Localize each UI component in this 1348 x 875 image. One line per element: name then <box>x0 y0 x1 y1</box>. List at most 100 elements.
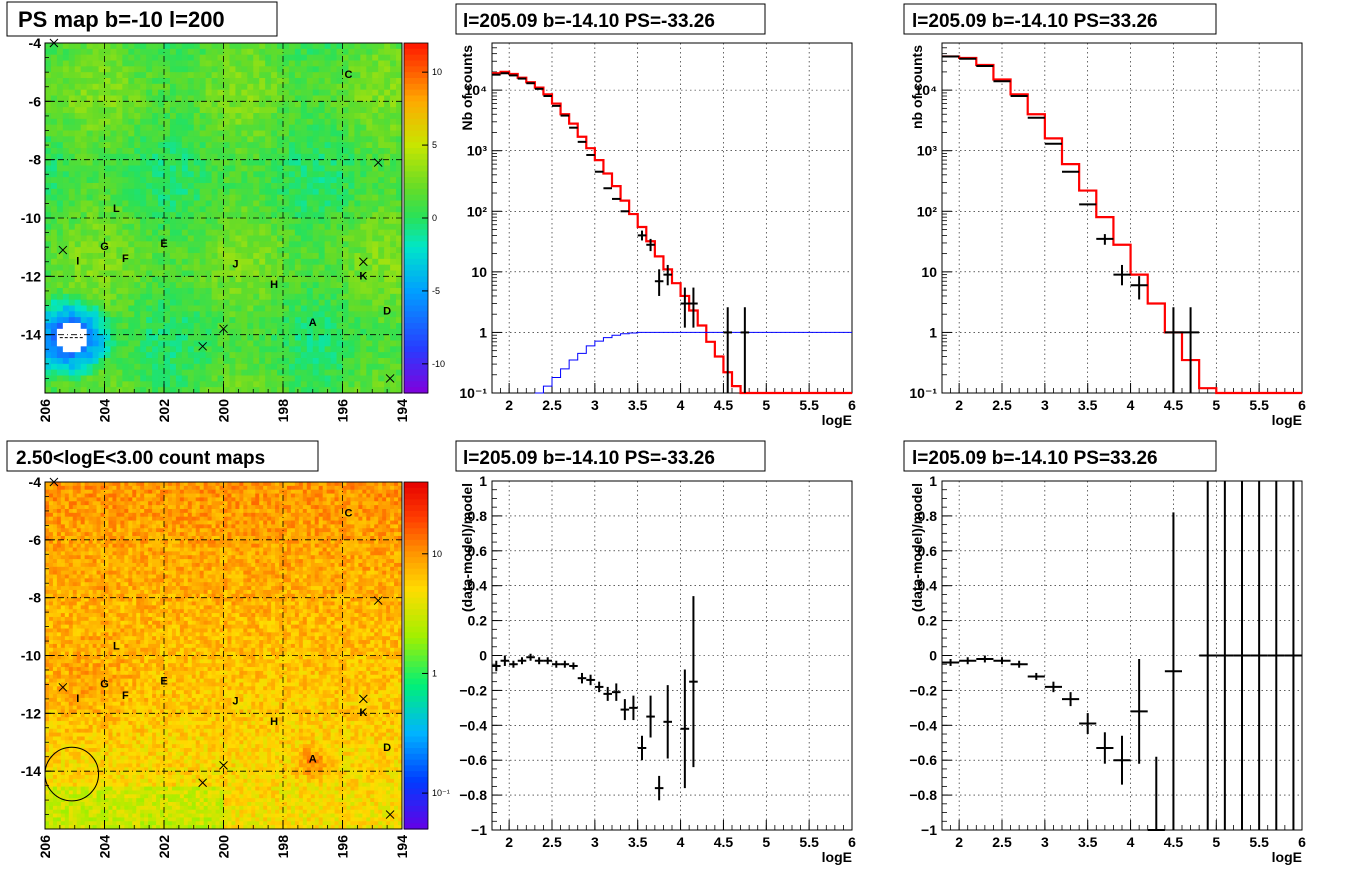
heatmap-cell <box>152 532 157 537</box>
heatmap-cell <box>286 493 292 499</box>
heatmap-cell <box>152 48 159 56</box>
heatmap-cell <box>128 489 133 495</box>
heatmap-cell <box>52 520 58 526</box>
heatmap-cell <box>134 334 141 342</box>
heatmap-cell <box>45 78 52 85</box>
heatmap-cell <box>217 159 225 167</box>
heatmap-cell <box>354 516 359 522</box>
heatmap-cell <box>324 194 332 202</box>
heatmap-cell <box>342 200 350 207</box>
heatmap-cell <box>253 200 260 207</box>
heatmap-cell <box>140 282 147 289</box>
heatmap-cell <box>181 89 189 97</box>
heatmap-cell <box>116 66 123 73</box>
heatmap-cell <box>116 218 123 225</box>
heatmap-cell <box>259 497 264 502</box>
heatmap-cell <box>183 493 189 499</box>
heatmap-cell <box>169 276 177 283</box>
heatmap-cell <box>86 311 94 318</box>
heatmap-cell <box>336 288 344 295</box>
heatmap-cell <box>169 369 177 377</box>
heatmap-cell <box>223 369 231 377</box>
heatmap-cell <box>360 136 367 143</box>
heatmap-cell <box>384 293 391 301</box>
heatmap-cell <box>175 130 183 137</box>
heatmap-cell <box>64 485 70 491</box>
heatmap-cell <box>247 229 254 237</box>
heatmap-cell <box>156 505 161 510</box>
heatmap-cell <box>346 493 352 499</box>
heatmap-cell <box>124 505 129 510</box>
heatmap-cell <box>342 497 348 502</box>
heatmap-cell <box>175 95 183 102</box>
heatmap-cell <box>336 165 344 172</box>
heatmap-cell <box>132 516 137 522</box>
heatmap-cell <box>68 524 74 529</box>
heatmap-cell <box>122 264 129 272</box>
heatmap-cell <box>271 229 278 237</box>
heatmap-cell <box>187 113 195 120</box>
heatmap-cell <box>104 212 112 219</box>
heatmap-cell <box>312 235 320 242</box>
heatmap-cell <box>68 501 74 506</box>
heatmap-cell <box>318 54 326 62</box>
heatmap-cell <box>86 212 94 219</box>
heatmap-cell <box>50 78 58 85</box>
heatmap-cell <box>378 516 383 522</box>
heatmap-cell <box>74 72 82 79</box>
heatmap-cell <box>396 369 402 377</box>
heatmap-cell <box>92 381 100 388</box>
heatmap-cell <box>152 497 157 502</box>
heatmap-cell <box>146 89 153 97</box>
heatmap-cell <box>241 299 248 307</box>
heatmap-cell <box>134 358 141 365</box>
heatmap-cell <box>152 229 159 237</box>
heatmap-cell <box>366 293 373 301</box>
heatmap-cell <box>187 369 195 377</box>
heatmap-cell <box>318 60 326 67</box>
heatmap-cell <box>253 311 260 318</box>
heatmap-cell <box>68 43 76 50</box>
heatmap-cell <box>288 363 296 371</box>
heatmap-cell <box>146 113 153 120</box>
heatmap-cell <box>144 497 149 502</box>
heatmap-cell <box>140 130 147 137</box>
heatmap-cell <box>187 177 195 184</box>
heatmap-cell <box>271 387 278 393</box>
heatmap-cell <box>80 113 88 120</box>
heatmap-cell <box>229 247 236 254</box>
heatmap-cell <box>72 532 78 537</box>
heatmap-cell <box>342 363 350 371</box>
heatmap-cell <box>146 200 153 207</box>
heatmap-cell <box>134 188 141 196</box>
heatmap-cell <box>187 508 193 514</box>
heatmap-cell <box>92 66 100 73</box>
heatmap-cell <box>306 311 314 318</box>
heatmap-cell <box>74 194 82 202</box>
heatmap-cell <box>223 520 229 526</box>
heatmap-cell <box>80 317 88 324</box>
heatmap-cell <box>277 101 284 108</box>
heatmap-cell <box>241 107 248 114</box>
heatmap-cell <box>122 60 129 67</box>
heatmap-cell <box>247 194 254 202</box>
heatmap-cell <box>288 206 296 213</box>
heatmap-cell <box>68 270 76 277</box>
heatmap-cell <box>318 482 324 487</box>
heatmap-cell <box>241 363 248 371</box>
heatmap-cell <box>128 136 135 143</box>
heatmap-cell <box>384 305 391 312</box>
heatmap-cell <box>314 489 320 495</box>
heatmap-cell <box>294 194 302 202</box>
heatmap-cell <box>207 516 213 522</box>
heatmap-cell <box>382 497 387 502</box>
heatmap-cell <box>271 358 278 365</box>
heatmap-cell <box>348 78 355 85</box>
heatmap-cell <box>50 54 58 62</box>
heatmap-cell <box>179 482 185 487</box>
heatmap-cell <box>271 489 276 495</box>
heatmap-cell <box>247 72 254 79</box>
heatmap-cell <box>342 247 350 254</box>
heatmap-cell <box>342 171 350 178</box>
heatmap-cell <box>110 183 117 190</box>
